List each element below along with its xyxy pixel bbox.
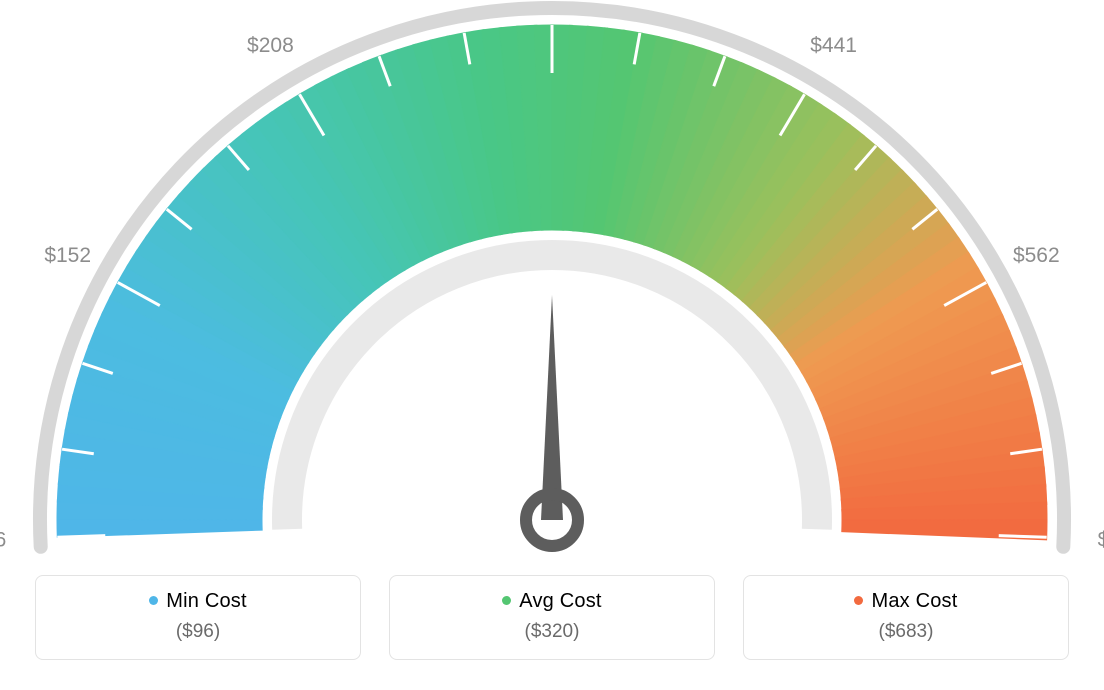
legend-value-max: ($683) [754, 621, 1058, 643]
dot-icon [854, 596, 863, 605]
legend-value-avg: ($320) [400, 621, 704, 643]
legend-label: Max Cost [871, 590, 957, 612]
tick-label: $152 [44, 244, 91, 267]
tick-label: $562 [1013, 244, 1060, 267]
legend-row: Min Cost ($96) Avg Cost ($320) Max Cost … [35, 575, 1069, 660]
gauge-svg: $96$152$208$320$441$562$683 [0, 0, 1104, 575]
legend-label: Avg Cost [519, 590, 601, 612]
tick-label: $208 [247, 34, 294, 57]
legend-title-max: Max Cost [754, 590, 1058, 613]
tick-label: $683 [1098, 528, 1104, 551]
legend-card-min: Min Cost ($96) [35, 575, 361, 660]
tick-label: $96 [0, 528, 6, 551]
dot-icon [502, 596, 511, 605]
needle [541, 295, 563, 520]
dot-icon [149, 596, 158, 605]
gauge-chart-container: $96$152$208$320$441$562$683 Min Cost ($9… [0, 0, 1104, 690]
legend-card-avg: Avg Cost ($320) [389, 575, 715, 660]
legend-title-avg: Avg Cost [400, 590, 704, 613]
legend-title-min: Min Cost [46, 590, 350, 613]
legend-card-max: Max Cost ($683) [743, 575, 1069, 660]
legend-value-min: ($96) [46, 621, 350, 643]
tick-label: $441 [810, 34, 857, 57]
legend-label: Min Cost [166, 590, 247, 612]
